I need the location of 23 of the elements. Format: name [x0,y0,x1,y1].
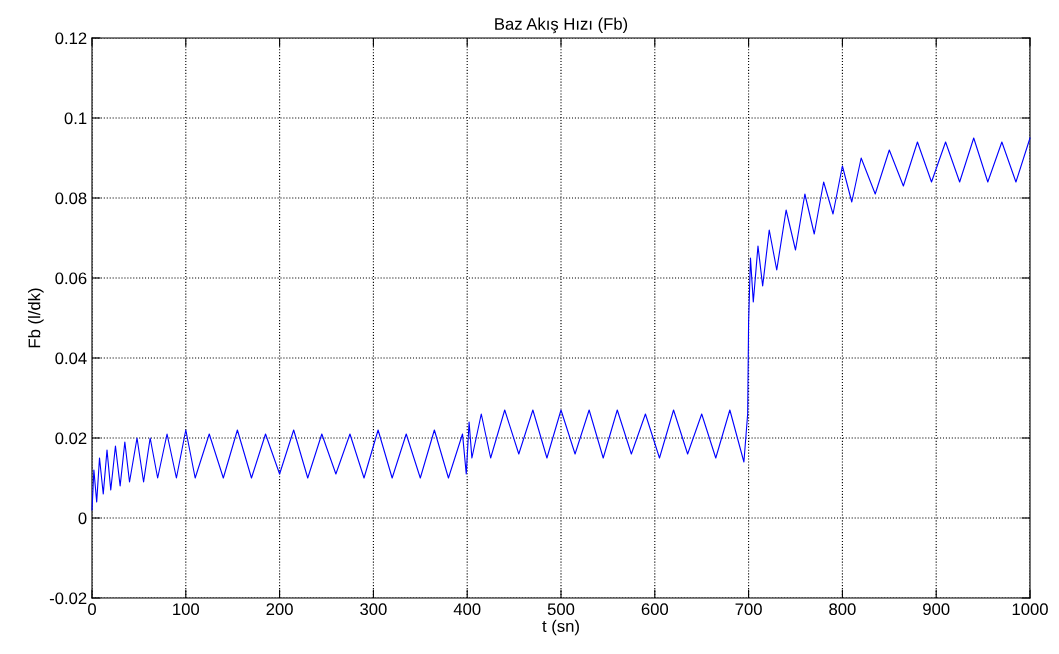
x-tick-label: 700 [735,603,762,616]
y-axis-title: Fb (l/dk) [28,288,44,348]
y-tick-label: 0.04 [55,352,87,365]
x-tick-label: 300 [360,603,387,616]
x-tick-label: 500 [547,603,575,616]
x-tick-label: 1000 [1012,603,1048,616]
x-tick-label: 600 [641,603,669,616]
y-tick-label: 0.1 [64,112,87,125]
line-series [91,137,1031,511]
x-tick-label: 800 [829,603,856,616]
x-tick-label: 200 [266,603,293,616]
x-tick-label: 0 [88,603,96,616]
x-axis-title: t (sn) [542,619,579,636]
y-tick-label: 0.06 [55,272,87,285]
x-tick-label: 100 [173,603,200,616]
chart-title: Baz Akış Hızı (Fb) [495,17,628,34]
y-tick-label: 0.08 [55,192,87,205]
x-tick-label: 400 [453,603,481,616]
y-tick-label: -0.02 [49,592,87,605]
y-tick-label: 0.12 [55,32,87,45]
y-tick-label: 0 [78,512,87,525]
x-tick-label: 900 [923,603,950,616]
y-tick-label: 0.02 [55,432,87,445]
